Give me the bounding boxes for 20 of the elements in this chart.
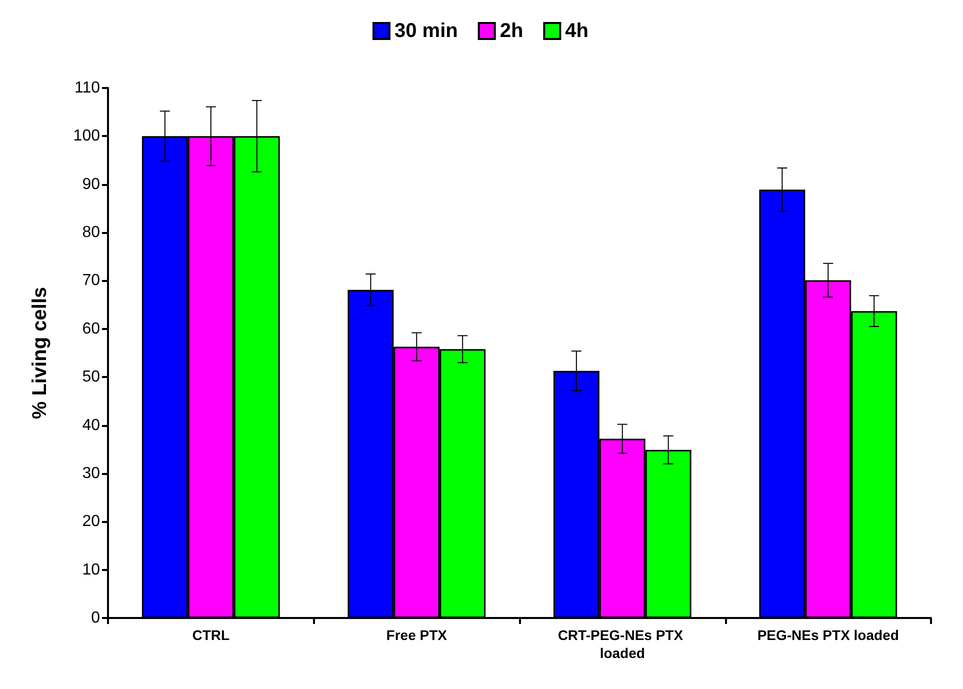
y-tick-label: 40: [82, 416, 100, 434]
legend-label: 30 min: [394, 20, 458, 42]
y-tick-label: 90: [82, 176, 100, 193]
legend-label: 2h: [500, 20, 524, 42]
y-tick-label: 20: [82, 513, 100, 530]
y-tick-label: 110: [74, 80, 100, 96]
x-tick-label: CRT-PEG-NEs PTX loaded: [558, 627, 687, 661]
y-tick-label: 0: [91, 610, 100, 626]
y-tick-label: 60: [82, 320, 100, 338]
y-tick-label: 70: [82, 272, 100, 290]
y-tick-label: 30: [82, 464, 100, 482]
y-tick-label: 80: [82, 224, 100, 242]
x-tick-label: Free PTX: [386, 627, 448, 643]
y-tick-label: 50: [82, 368, 100, 386]
x-tick-label: CTRL: [192, 627, 230, 643]
x-tick-label: PEG-NEs PTX loaded: [757, 627, 899, 643]
legend-label: 4h: [565, 20, 589, 42]
y-axis-title: % Living cells: [29, 286, 51, 420]
y-tick-label: 10: [82, 561, 100, 578]
y-tick-label: 100: [73, 128, 100, 145]
